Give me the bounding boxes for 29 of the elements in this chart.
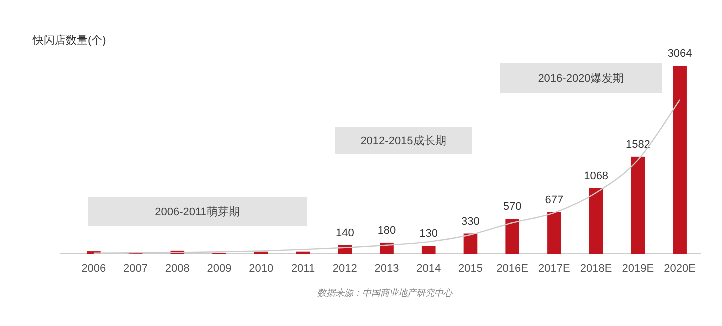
x-tick-label: 2017E: [538, 263, 570, 275]
x-tick-label: 2018E: [580, 263, 612, 275]
annotation: 2006-2011萌芽期: [155, 206, 240, 218]
data-label: 677: [545, 194, 564, 206]
x-tick-label: 2012: [332, 263, 358, 275]
y-axis-title: 快闪店数量(个): [32, 34, 106, 47]
annotation: 2012-2015成长期: [360, 134, 446, 148]
data-label: 140: [336, 227, 354, 240]
x-tick-label: 2016E: [496, 263, 529, 275]
data-label: 130: [420, 228, 438, 240]
data-label: 1582: [626, 138, 650, 151]
x-tick-label: 2013: [374, 263, 400, 275]
x-tick-label: 2009: [207, 263, 232, 275]
x-tick-label: 2007: [124, 263, 148, 275]
x-tick-label: 2020E: [664, 263, 696, 275]
x-tick-label: 2015: [458, 263, 483, 275]
annotation: 2016-2020爆发期: [538, 73, 624, 85]
data-label: 330: [462, 216, 480, 228]
x-tick-label: 2008: [165, 263, 190, 275]
data-label: 1068: [584, 170, 609, 182]
data-label: 3064: [668, 48, 692, 60]
x-tick-label: 2010: [249, 263, 274, 275]
x-tick-label: 2011: [291, 263, 316, 275]
x-tick-label: 2006: [82, 263, 106, 275]
data-label: 180: [378, 224, 396, 237]
data-label: 570: [503, 201, 522, 214]
source-note: 数据来源：中国商业地产研究中心: [318, 288, 454, 298]
x-tick-label: 2014: [416, 263, 442, 275]
x-tick-label: 2019E: [622, 263, 654, 275]
